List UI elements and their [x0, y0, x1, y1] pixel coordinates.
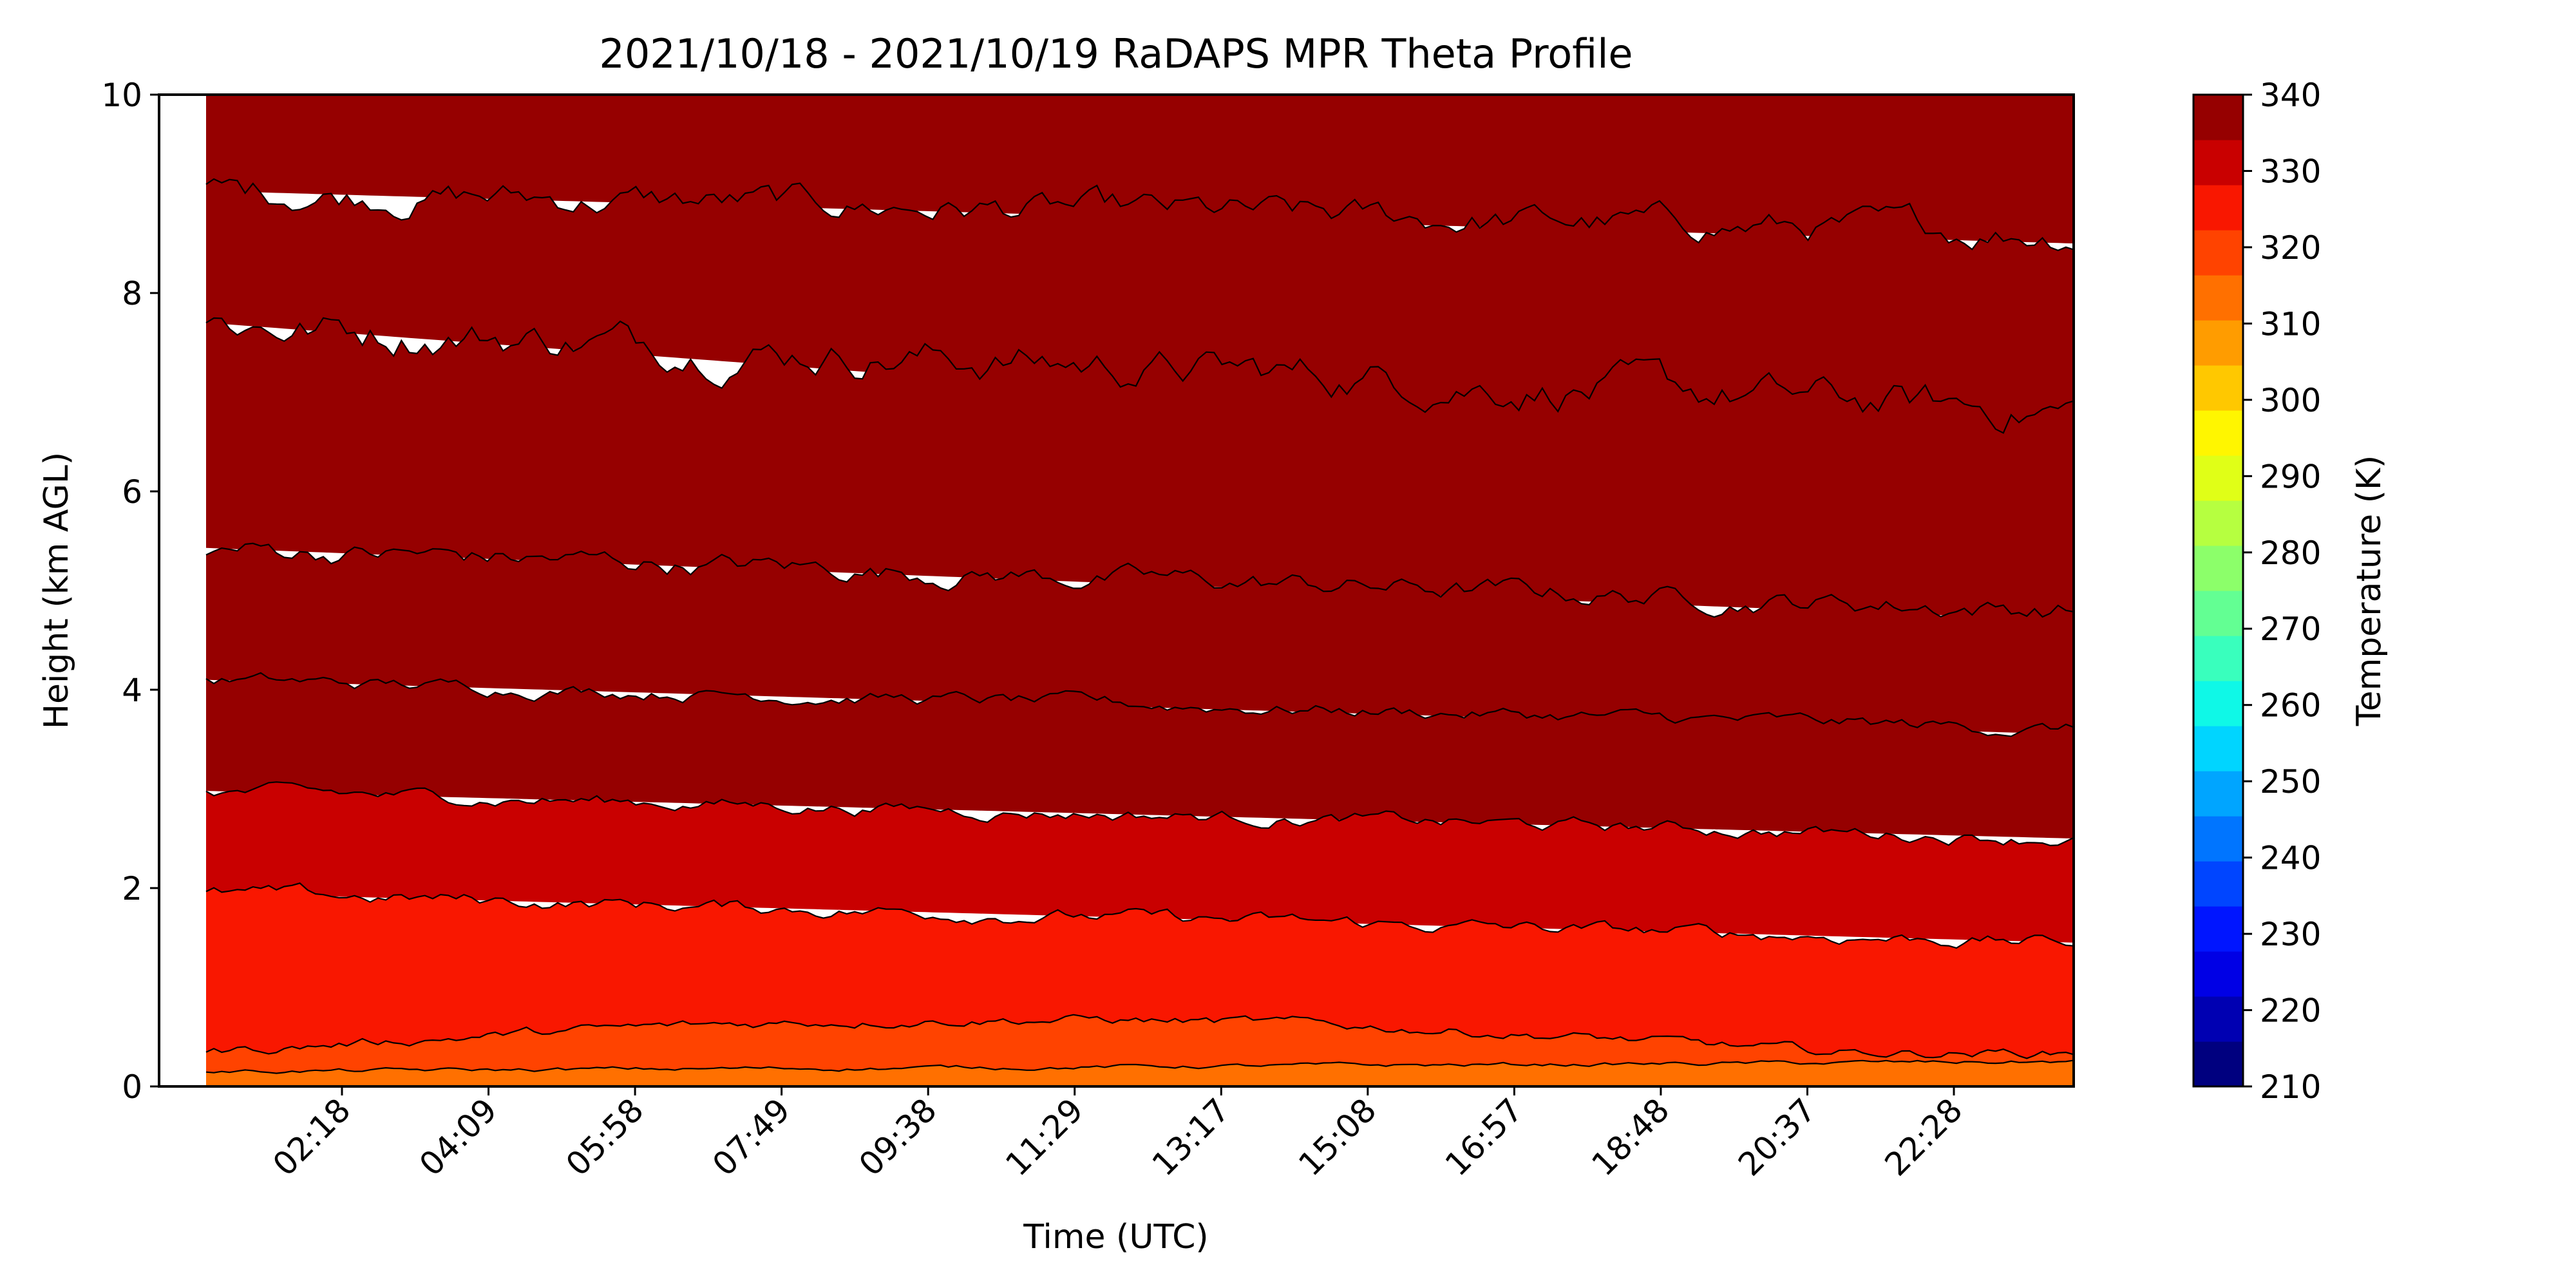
y-axis-label: Height (km AGL) — [37, 452, 76, 729]
colorbar-segment — [2193, 140, 2243, 185]
colorbar-tick-label: 340 — [2260, 77, 2321, 114]
y-tick-label: 8 — [122, 275, 142, 312]
y-tick-label: 6 — [122, 473, 142, 511]
colorbar-tick-label: 240 — [2260, 840, 2321, 877]
colorbar-tick-label: 290 — [2260, 458, 2321, 495]
colorbar: 210 220 230 240 250 260 270 280 290 300 310 320 330 3… — [2192, 77, 2389, 1106]
colorbar-ticks: 210 220 230 240 250 260 270 280 290 300 310 320 330 3… — [2243, 77, 2321, 1106]
y-tick-label: 10 — [101, 77, 142, 114]
colorbar-tick-label: 280 — [2260, 535, 2321, 572]
contour-line — [205, 178, 2074, 251]
colorbar-segment — [2193, 951, 2243, 997]
y-tick-label: 4 — [122, 672, 142, 709]
temperature-bands — [206, 95, 2074, 1086]
contour-line — [205, 542, 2074, 618]
colorbar-tick-label: 250 — [2260, 763, 2321, 800]
colorbar-frame — [2192, 93, 2244, 1088]
colorbar-segment — [2193, 816, 2243, 862]
colorbar-tick-label: 220 — [2260, 992, 2321, 1030]
colorbar-segment — [2193, 455, 2243, 501]
contour-line — [205, 317, 2074, 434]
colorbar-tick-label: 260 — [2260, 687, 2321, 724]
x-axis-label: Time (UTC) — [1023, 1218, 1208, 1256]
temperature-band-315k — [206, 672, 2074, 838]
colorbar-segment — [2193, 230, 2243, 276]
colorbar-tick-label: 320 — [2260, 229, 2321, 267]
colorbar-segment — [2193, 410, 2243, 456]
colorbar-tick-label: 300 — [2260, 382, 2321, 419]
colorbar-segment — [2193, 275, 2243, 321]
colorbar-segment — [2193, 906, 2243, 952]
colorbar-segment — [2193, 861, 2243, 907]
colorbar-segment — [2193, 320, 2243, 366]
colorbar-segment — [2193, 591, 2243, 636]
colorbar-segment — [2193, 95, 2243, 140]
temperature-band-310k — [206, 782, 2074, 943]
colorbar-tick-label: 330 — [2260, 153, 2321, 190]
colorbar-label: Temperature (K) — [2350, 455, 2389, 727]
colorbar-tick-label: 210 — [2260, 1068, 2321, 1106]
y-axis: 0 2 4 6 8 10 — [101, 77, 159, 1106]
contour-line — [205, 882, 2074, 949]
colorbar-segment — [2193, 545, 2243, 591]
colorbar-segment — [2193, 500, 2243, 546]
y-tick-label: 2 — [122, 870, 142, 907]
colorbar-segment — [2193, 681, 2243, 726]
colorbar-segment — [2193, 1041, 2243, 1087]
y-tick-label: 0 — [122, 1068, 142, 1106]
temperature-band-325k — [206, 317, 2074, 621]
colorbar-segment — [2193, 636, 2243, 681]
colorbar-tick-label: 230 — [2260, 916, 2321, 953]
colorbar-segment — [2193, 185, 2243, 231]
plot-area — [158, 93, 2075, 1088]
colorbar-segment — [2193, 996, 2243, 1042]
colorbar-segments — [2193, 95, 2243, 1087]
colorbar-tick-label: 270 — [2260, 611, 2321, 648]
temperature-band-295k — [206, 1060, 2074, 1086]
chart-title: 2021/10/18 - 2021/10/19 RaDAPS MPR Theta… — [599, 30, 1633, 77]
contour-line — [205, 1014, 2074, 1059]
temperature-band-340k — [206, 95, 2074, 144]
contour-line — [205, 1059, 2074, 1074]
colorbar-segment — [2193, 365, 2243, 411]
colorbar-segment — [2193, 771, 2243, 817]
temperature-band-320k — [206, 543, 2074, 735]
plot-frame — [158, 93, 2075, 1088]
colorbar-tick-label: 310 — [2260, 305, 2321, 343]
contour-line — [205, 781, 2074, 847]
contour-line — [205, 672, 2074, 737]
colorbar-segment — [2193, 726, 2243, 772]
